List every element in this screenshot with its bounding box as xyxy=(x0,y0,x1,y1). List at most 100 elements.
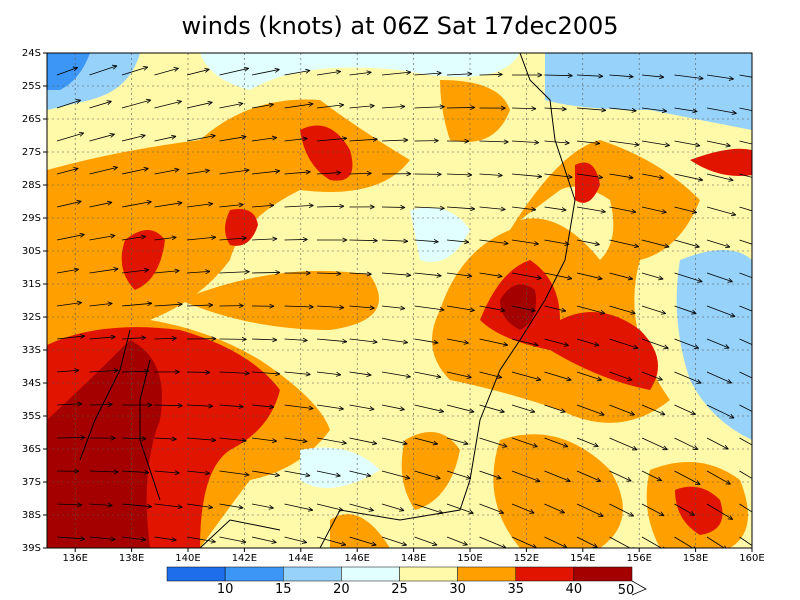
arrow-head xyxy=(469,310,475,313)
arrow-head xyxy=(628,177,634,180)
arrow-shaft xyxy=(511,338,539,346)
arrow-head xyxy=(110,336,116,340)
wind-arrow xyxy=(89,435,116,441)
arrow-head xyxy=(467,73,473,77)
arrow-head xyxy=(439,408,444,413)
arrow-head xyxy=(244,169,250,173)
arrow-head xyxy=(564,140,570,144)
wind-arrow xyxy=(56,502,83,508)
wind-arrow xyxy=(251,236,278,242)
wind-arrow xyxy=(56,131,85,142)
arrow-shaft xyxy=(576,206,606,213)
arrow-head xyxy=(630,511,634,517)
arrow-head xyxy=(146,99,152,104)
arrow-head xyxy=(724,246,730,249)
wind-arrow xyxy=(544,437,569,448)
arrow-shaft xyxy=(739,470,752,479)
arrow-head xyxy=(241,437,247,442)
arrow-head xyxy=(595,241,600,245)
arrow-head xyxy=(469,408,475,413)
wind-arrow xyxy=(154,235,177,241)
arrow-shaft xyxy=(121,167,149,175)
arrow-shaft xyxy=(446,470,471,480)
arrow-head xyxy=(369,408,375,412)
arrow-shaft xyxy=(316,470,341,477)
arrow-head xyxy=(432,443,438,446)
arrow-shaft xyxy=(89,370,119,373)
wind-arrow xyxy=(576,140,601,146)
arrow-shaft xyxy=(186,536,216,543)
wind-arrow xyxy=(381,70,412,76)
wind-arrow xyxy=(56,199,82,208)
arrow-head xyxy=(535,379,541,382)
wind-arrow xyxy=(316,437,347,446)
arrow-head xyxy=(205,271,211,275)
arrow-head xyxy=(561,508,565,514)
wind-arrow xyxy=(706,404,735,419)
wind-arrow xyxy=(609,437,638,451)
arrow-head xyxy=(530,310,536,313)
arrow-head xyxy=(307,509,313,512)
wind-arrow xyxy=(414,171,442,177)
arrow-head xyxy=(536,376,542,381)
arrow-head xyxy=(594,244,600,247)
arrow-head xyxy=(470,307,475,311)
arrow-shaft xyxy=(186,68,210,76)
arrow-head xyxy=(207,100,213,103)
arrow-head xyxy=(269,404,275,408)
colorbar: 10 15 20 25 30 35 40 50 xyxy=(166,566,647,598)
wind-arrow xyxy=(446,305,475,313)
arrow-head xyxy=(147,404,153,408)
arrow-shaft xyxy=(381,305,405,309)
arrow-shaft xyxy=(641,503,665,517)
arrow-shaft xyxy=(479,206,506,210)
wind-arrow xyxy=(121,234,146,241)
arrow-shaft xyxy=(284,503,313,511)
arrow-shaft xyxy=(316,305,344,309)
arrow-head xyxy=(80,437,86,440)
arrow-head xyxy=(663,445,668,450)
arrow-head xyxy=(171,337,177,341)
arrow-head xyxy=(436,70,442,74)
arrow-shaft xyxy=(284,404,314,410)
arrow-shaft xyxy=(219,437,247,442)
arrow-shaft xyxy=(121,337,146,340)
arrow-head xyxy=(400,305,406,309)
arrow-head xyxy=(399,308,405,311)
arrow-head xyxy=(176,99,182,102)
arrow-head xyxy=(339,205,345,209)
wind-arrow xyxy=(349,470,372,478)
arrow-shaft xyxy=(511,173,542,178)
arrow-shaft xyxy=(316,503,344,511)
arrow-shaft xyxy=(479,140,509,143)
arrow-head xyxy=(243,66,249,69)
arrow-head xyxy=(537,72,543,76)
arrow-head xyxy=(531,307,536,312)
wind-arrow xyxy=(316,170,342,176)
arrow-head xyxy=(730,413,735,419)
wind-arrow xyxy=(479,470,502,480)
arrow-head xyxy=(438,411,444,414)
arrow-shaft xyxy=(316,71,341,76)
arrow-head xyxy=(664,344,669,349)
arrow-head xyxy=(598,174,603,178)
arrow-shaft xyxy=(219,67,249,76)
arrow-head xyxy=(402,443,408,446)
arrow-head xyxy=(566,278,573,281)
arrow-shaft xyxy=(219,271,250,274)
wind-arrow xyxy=(251,203,275,209)
arrow-shaft xyxy=(284,171,311,175)
arrow-head xyxy=(594,543,598,548)
arrow-head xyxy=(731,211,737,216)
wind-arrow xyxy=(706,239,731,249)
arrow-head xyxy=(141,337,147,341)
arrow-head xyxy=(597,376,602,381)
arrow-shaft xyxy=(251,404,274,408)
arrow-shaft xyxy=(609,173,634,179)
arrow-head xyxy=(78,131,84,134)
arrow-shaft xyxy=(154,437,177,440)
arrow-head xyxy=(403,238,409,242)
arrow-head xyxy=(464,241,470,245)
arrow-head xyxy=(340,544,346,547)
arrow-head xyxy=(339,104,345,108)
